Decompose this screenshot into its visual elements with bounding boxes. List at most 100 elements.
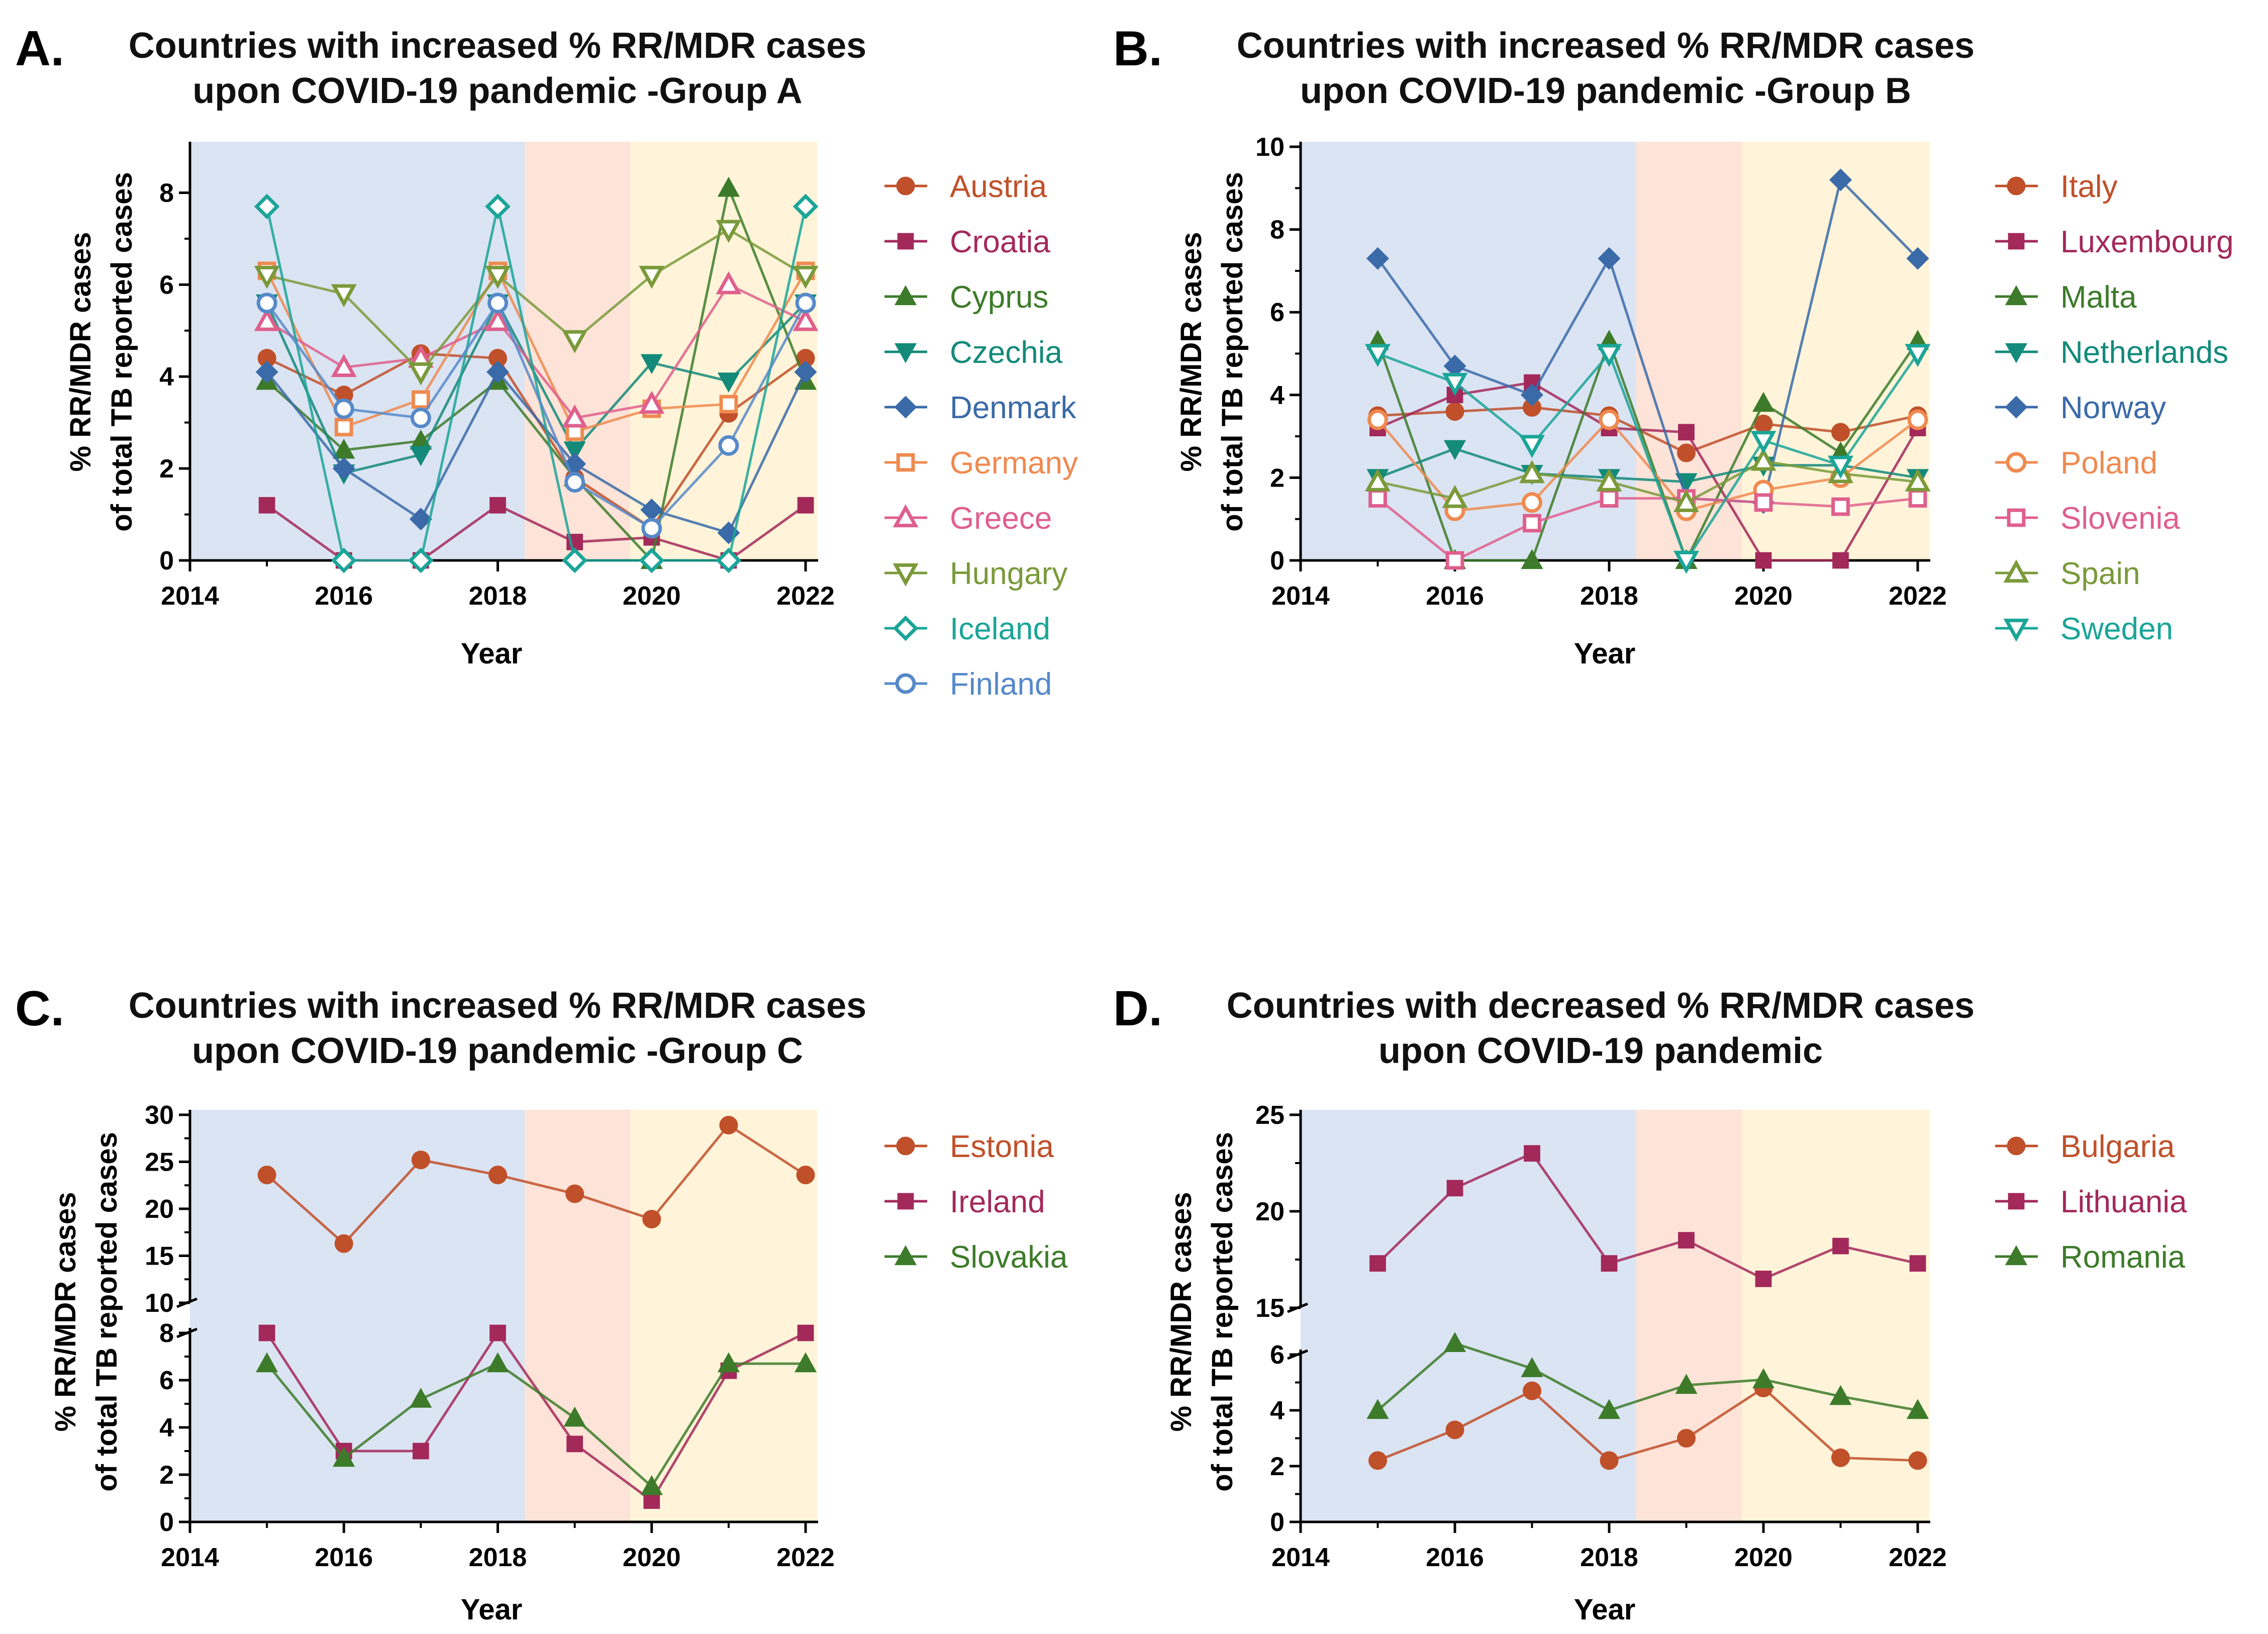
- y-tick-label: 30: [145, 1101, 174, 1130]
- data-point-ireland: [413, 1443, 429, 1460]
- series-line-poland: [1376, 418, 1919, 513]
- series-romania: [1366, 1332, 1929, 1419]
- legend-marker-romania: [2005, 1245, 2028, 1266]
- legend-marker-slovenia: [2007, 508, 2026, 527]
- data-point-slovakia: [486, 1352, 509, 1373]
- series-iceland: [254, 194, 819, 573]
- series-line-norway: [1376, 177, 1919, 504]
- legend-item-italy: Italy: [1995, 169, 2118, 204]
- data-point-ireland: [489, 1324, 506, 1341]
- legend-label-bulgaria: Bulgaria: [2060, 1129, 2175, 1164]
- data-point-finland: [487, 293, 508, 314]
- y-tick-label: 0: [159, 546, 174, 575]
- data-point-germany: [412, 390, 430, 409]
- data-point-ireland: [643, 1492, 660, 1509]
- data-point-finland: [333, 398, 354, 419]
- y-tick-label: 8: [1270, 216, 1285, 245]
- data-point-luxembourg: [1678, 424, 1695, 441]
- data-point-estonia: [642, 1210, 661, 1229]
- data-point-cyprus: [717, 176, 740, 197]
- x-tick-label: 2016: [315, 582, 373, 611]
- legend-item-cyprus: Cyprus: [884, 280, 1048, 315]
- legend-label-poland: Poland: [2060, 446, 2157, 480]
- legend-label-slovakia: Slovakia: [950, 1240, 1068, 1275]
- legend-item-romania: Romania: [1995, 1240, 2186, 1275]
- data-point-estonia: [488, 1166, 507, 1185]
- legend-item-poland: Poland: [1995, 446, 2157, 480]
- legend-item-sweden: Sweden: [1995, 612, 2173, 646]
- panel-b-xlabel: Year: [1574, 637, 1636, 670]
- panel-a: A. Countries with increased % RR/MDR cas…: [15, 21, 1078, 702]
- legend-item-luxembourg: Luxembourg: [1995, 225, 2234, 259]
- legend-marker-italy: [2007, 176, 2026, 196]
- y-tick-label: 0: [159, 1508, 174, 1537]
- data-point-greece: [331, 354, 357, 377]
- series-line-sweden: [1377, 351, 1919, 563]
- series-line-bulgaria: [1377, 1386, 1918, 1462]
- data-point-slovakia: [717, 1352, 740, 1373]
- x-tick-label: 2014: [1271, 1543, 1330, 1572]
- x-tick-label: 2022: [1889, 582, 1947, 611]
- data-point-denmark: [255, 360, 278, 383]
- y-tick-label: 0: [1270, 546, 1285, 575]
- series-line-ireland: [266, 1330, 807, 1503]
- legend-marker-denmark: [894, 396, 917, 419]
- data-point-denmark: [332, 457, 355, 480]
- legend-label-germany: Germany: [950, 446, 1078, 480]
- series-denmark: [255, 360, 817, 544]
- legend-marker-iceland: [893, 615, 919, 641]
- data-point-slovenia: [1754, 493, 1773, 512]
- y-tick-label: 2: [1270, 463, 1285, 493]
- legend-item-denmark: Denmark: [884, 391, 1077, 425]
- series-line-iceland: [265, 206, 807, 562]
- panel-b-plot: 0 2 4 6 8 10 2014 2016 2018 2020 2022: [1255, 133, 1947, 611]
- data-point-romania: [1906, 1399, 1929, 1419]
- data-point-sweden: [1596, 344, 1622, 367]
- legend-marker-netherlands: [2005, 343, 2028, 363]
- data-point-romania: [1521, 1357, 1543, 1377]
- data-point-iceland: [793, 194, 819, 220]
- data-point-poland: [1599, 409, 1620, 430]
- data-point-hungary: [408, 362, 434, 386]
- data-point-croatia: [258, 497, 275, 514]
- legend-item-netherlands: Netherlands: [1995, 335, 2228, 370]
- data-point-slovakia: [794, 1352, 817, 1373]
- panel-d-letter: D.: [1113, 981, 1162, 1036]
- post-pandemic-band: [630, 142, 817, 560]
- data-point-italy: [1445, 402, 1464, 421]
- data-point-czechia: [410, 446, 432, 466]
- data-point-estonia: [257, 1166, 276, 1185]
- data-point-norway: [1598, 247, 1621, 270]
- data-point-norway: [1520, 383, 1544, 407]
- data-point-germany: [719, 395, 738, 414]
- data-point-finland: [641, 518, 662, 539]
- legend-label-lithuania: Lithuania: [2060, 1185, 2187, 1219]
- x-tick-label: 2018: [469, 582, 527, 611]
- data-point-slovakia: [640, 1475, 663, 1495]
- series-spain: [1365, 447, 1931, 512]
- y-tick-label: 6: [1270, 1340, 1285, 1370]
- data-point-netherlands: [1443, 440, 1466, 460]
- legend-item-greece: Greece: [884, 501, 1052, 536]
- pre-pandemic-band: [190, 1110, 525, 1522]
- legend-item-slovakia: Slovakia: [884, 1240, 1068, 1275]
- data-point-hungary: [716, 220, 742, 243]
- data-point-poland: [1907, 409, 1928, 430]
- panel-d-xlabel: Year: [1574, 1593, 1636, 1626]
- panel-b-title-line2: upon COVID-19 pandemic -Group B: [1300, 71, 1911, 111]
- pandemic-band: [1636, 1110, 1742, 1522]
- legend-label-cyprus: Cyprus: [950, 280, 1048, 315]
- y-tick-label: 4: [1270, 1396, 1285, 1425]
- data-point-hungary: [793, 265, 819, 289]
- data-point-ireland: [566, 1435, 583, 1453]
- data-point-croatia: [797, 497, 814, 514]
- series-line-cyprus: [266, 183, 807, 563]
- data-point-norway: [1829, 168, 1852, 191]
- legend-marker-croatia: [897, 233, 914, 250]
- data-point-finland: [795, 293, 816, 314]
- data-point-romania: [1443, 1332, 1466, 1352]
- data-point-lithuania: [1909, 1255, 1926, 1272]
- data-point-finland: [410, 408, 431, 429]
- pandemic-band: [525, 1110, 630, 1522]
- data-point-czechia: [640, 354, 663, 374]
